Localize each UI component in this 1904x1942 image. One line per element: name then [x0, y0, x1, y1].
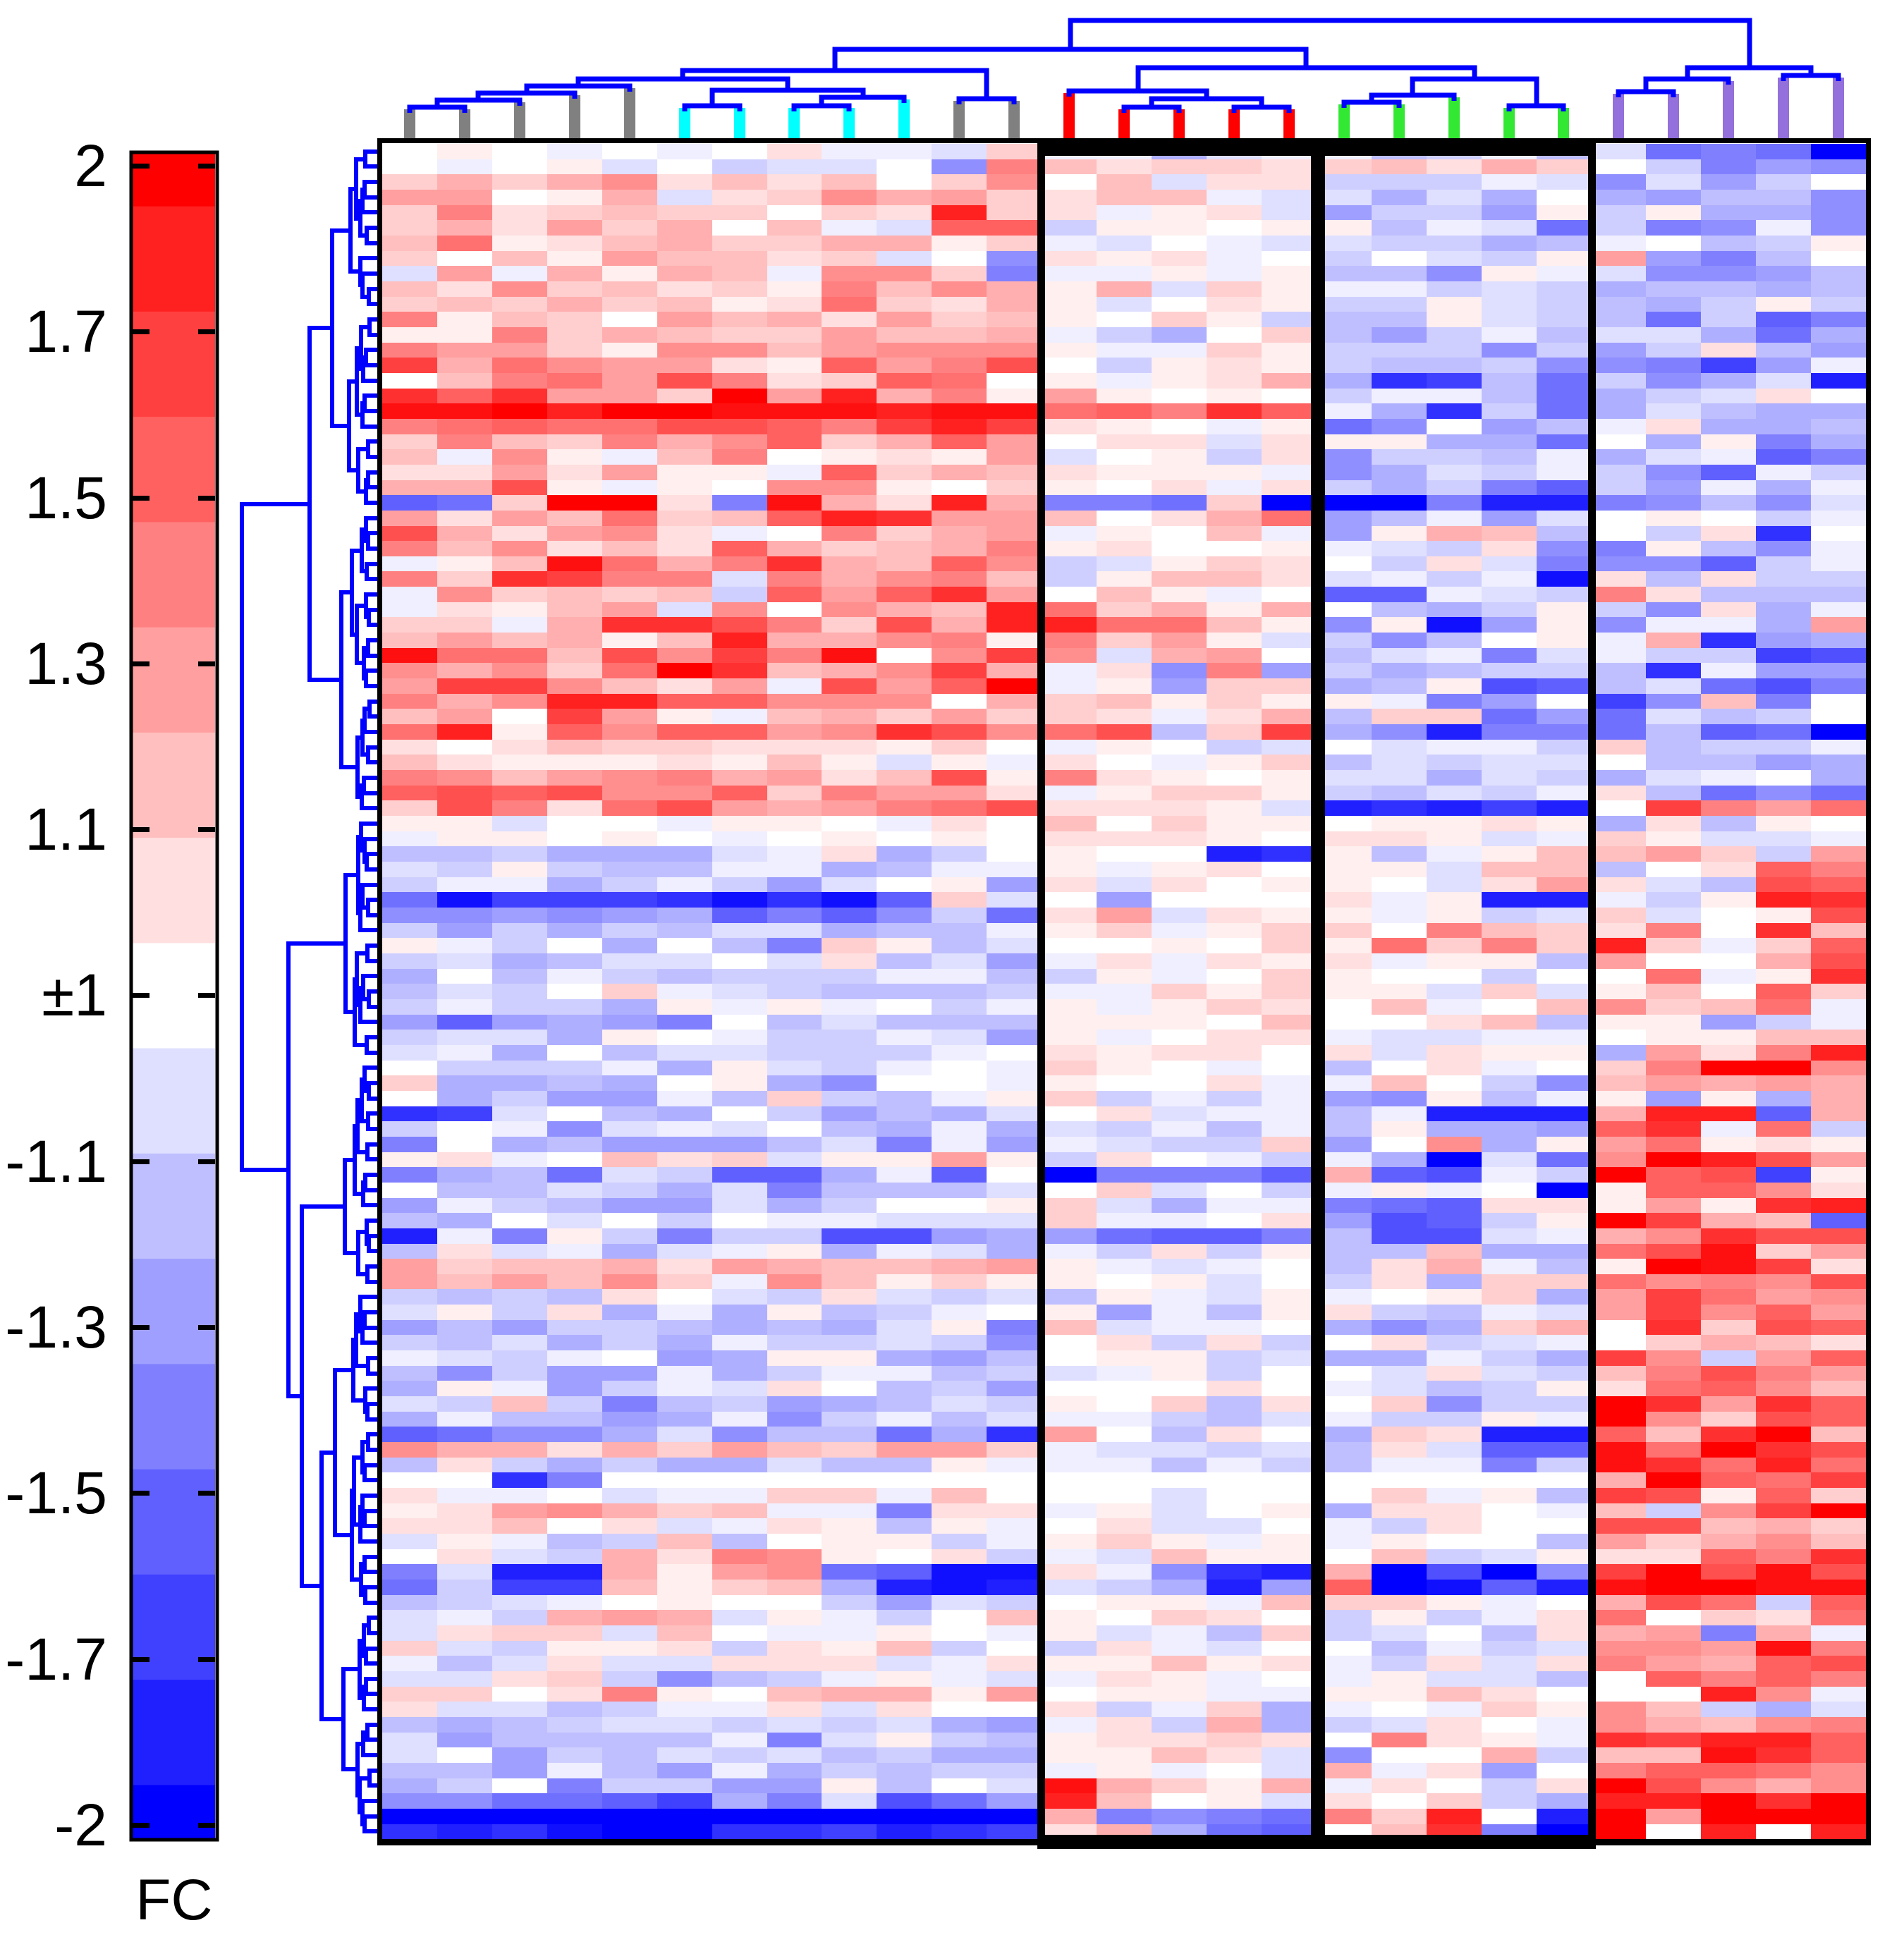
- svg-text:1.3: 1.3: [25, 630, 107, 697]
- svg-text:-2: -2: [54, 1792, 107, 1858]
- svg-text:±1: ±1: [42, 962, 107, 1028]
- svg-text:1.5: 1.5: [25, 465, 107, 531]
- svg-text:2: 2: [74, 133, 107, 199]
- svg-text:1.1: 1.1: [25, 796, 107, 862]
- svg-text:-1.5: -1.5: [5, 1460, 107, 1526]
- svg-text:-1.1: -1.1: [5, 1128, 107, 1195]
- svg-text:-1.7: -1.7: [5, 1626, 107, 1692]
- svg-text:-1.3: -1.3: [5, 1294, 107, 1360]
- svg-text:FC: FC: [135, 1868, 212, 1932]
- svg-text:1.7: 1.7: [25, 298, 107, 365]
